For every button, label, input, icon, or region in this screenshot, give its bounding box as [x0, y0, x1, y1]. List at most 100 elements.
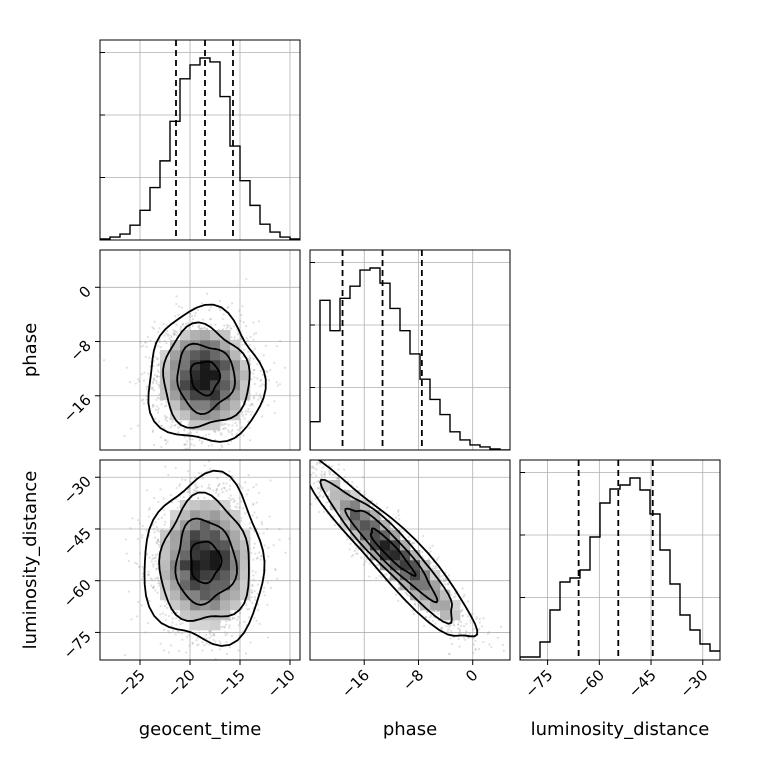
sample-point: [162, 497, 165, 500]
sample-point: [181, 638, 184, 641]
density-cell: [160, 580, 171, 591]
sample-point: [189, 480, 192, 483]
sample-point: [216, 477, 219, 480]
sample-point: [165, 342, 168, 345]
density-cell: [180, 530, 191, 541]
sample-point: [252, 503, 255, 507]
sample-point: [134, 382, 138, 385]
density-cell: [200, 520, 211, 531]
sample-point: [495, 671, 497, 673]
sample-point: [273, 411, 276, 415]
density-cell: [170, 510, 181, 521]
sample-point: [227, 429, 230, 432]
sample-point: [156, 553, 159, 556]
sample-point: [516, 670, 518, 672]
sample-point: [417, 606, 420, 609]
sample-point: [255, 557, 259, 560]
sample-point: [283, 366, 287, 369]
density-cell: [240, 560, 251, 571]
sample-point: [144, 341, 148, 344]
sample-point: [151, 405, 154, 408]
density-cell: [220, 410, 231, 421]
sample-point: [274, 568, 277, 572]
sample-point: [253, 530, 256, 533]
sample-point: [222, 313, 225, 316]
sample-point: [157, 411, 160, 414]
sample-point: [288, 537, 291, 540]
sample-point: [245, 493, 248, 496]
sample-point: [137, 519, 140, 522]
sample-point: [200, 326, 203, 330]
density-cell: [220, 610, 231, 621]
density-cell: [170, 340, 181, 351]
sample-point: [230, 336, 233, 339]
sample-point: [241, 507, 245, 510]
sample-point: [252, 546, 256, 549]
sample-point: [156, 539, 159, 543]
density-cell: [200, 550, 211, 561]
sample-point: [256, 377, 259, 380]
sample-point: [179, 421, 183, 424]
sample-point: [183, 429, 186, 432]
sample-point: [194, 490, 197, 493]
sample-point: [198, 680, 200, 682]
sample-point: [174, 633, 177, 636]
sample-point: [250, 403, 253, 406]
sample-point: [255, 516, 258, 519]
sample-point: [257, 532, 261, 535]
sample-point: [208, 309, 211, 312]
sample-point: [248, 526, 251, 530]
density-cell: [200, 370, 211, 381]
sample-point: [153, 557, 156, 560]
sample-point: [154, 553, 158, 557]
sample-point: [152, 389, 156, 392]
sample-point: [225, 323, 229, 327]
sample-point: [143, 371, 146, 374]
sample-point: [233, 617, 236, 620]
density-cell: [190, 330, 201, 341]
density-cell: [200, 580, 211, 591]
sample-point: [156, 576, 159, 579]
density-cell: [160, 530, 171, 541]
sample-point: [375, 502, 379, 505]
sample-point: [151, 386, 154, 389]
sample-point: [247, 616, 251, 619]
sample-point: [448, 652, 452, 655]
sample-point: [238, 309, 241, 312]
sample-point: [188, 634, 191, 637]
sample-point: [162, 649, 166, 652]
sample-point: [231, 617, 234, 620]
sample-point: [197, 325, 200, 328]
sample-point: [157, 364, 160, 367]
density-cell: [200, 510, 211, 521]
sample-point: [244, 325, 248, 328]
sample-point: [250, 591, 253, 594]
sample-point: [166, 440, 169, 443]
sample-point: [214, 323, 217, 326]
density-cell: [180, 340, 191, 351]
sample-point: [164, 442, 167, 445]
sample-point: [201, 440, 204, 443]
contour-line: [147, 303, 267, 443]
sample-point: [156, 563, 159, 566]
density-cell: [180, 560, 191, 571]
sample-point: [241, 411, 244, 414]
density-cell: [240, 540, 251, 551]
sample-point: [248, 426, 251, 429]
sample-point: [178, 425, 181, 428]
sample-point: [488, 630, 491, 634]
density-cell: [160, 570, 171, 581]
sample-point: [206, 461, 208, 463]
sample-point: [223, 324, 226, 327]
sample-point: [242, 348, 246, 351]
sample-point: [147, 515, 151, 518]
sample-point: [192, 488, 196, 492]
sample-point: [171, 501, 174, 504]
sample-point: [237, 624, 240, 627]
density-cell: [230, 340, 241, 351]
sample-point: [249, 356, 252, 359]
sample-point: [215, 487, 218, 491]
sample-point: [194, 631, 197, 634]
sample-point: [191, 314, 194, 318]
sample-point: [144, 631, 147, 634]
